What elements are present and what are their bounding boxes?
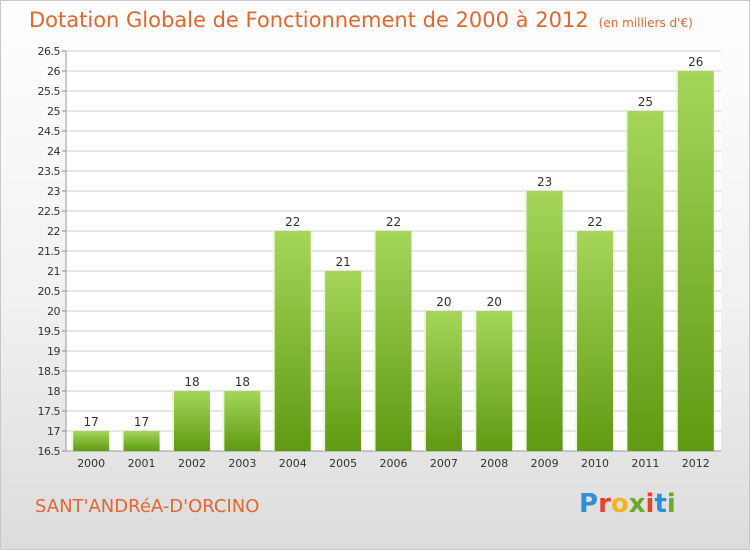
x-tick-label: 2011 bbox=[631, 457, 659, 470]
bar-highlight bbox=[423, 311, 426, 451]
bar bbox=[375, 231, 412, 451]
bar-value-label: 20 bbox=[436, 295, 451, 309]
bar-highlight bbox=[121, 431, 124, 451]
bar-highlight bbox=[625, 111, 628, 451]
x-tick-label: 2008 bbox=[480, 457, 508, 470]
bar bbox=[677, 71, 714, 451]
y-tick-label: 23.5 bbox=[38, 165, 61, 178]
y-tick-label: 26.5 bbox=[38, 45, 61, 58]
y-tick-label: 22.5 bbox=[38, 205, 61, 218]
bar bbox=[627, 111, 664, 451]
y-tick-label: 19 bbox=[47, 345, 60, 358]
bar-value-label: 23 bbox=[537, 175, 552, 189]
x-tick-label: 2000 bbox=[77, 457, 105, 470]
y-tick-label: 16.5 bbox=[38, 445, 61, 458]
logo-letter: t bbox=[654, 489, 667, 519]
bar-highlight bbox=[272, 231, 275, 451]
y-tick-label: 21.5 bbox=[38, 245, 61, 258]
bar-highlight bbox=[222, 391, 225, 451]
x-tick-label: 2007 bbox=[430, 457, 458, 470]
bar bbox=[274, 231, 311, 451]
y-tick-label: 17.5 bbox=[38, 405, 61, 418]
bar-value-label: 25 bbox=[638, 95, 653, 109]
x-tick-label: 2003 bbox=[228, 457, 256, 470]
logo-letter: x bbox=[628, 489, 646, 519]
bar bbox=[123, 431, 160, 451]
bar-value-label: 20 bbox=[487, 295, 502, 309]
logo-letter: o bbox=[610, 489, 629, 519]
logo-letter: r bbox=[598, 489, 611, 519]
x-tick-label: 2002 bbox=[178, 457, 206, 470]
bar-highlight bbox=[474, 311, 477, 451]
x-tick-label: 2010 bbox=[581, 457, 609, 470]
y-tick-label: 26 bbox=[47, 65, 60, 78]
bar-value-label: 22 bbox=[386, 215, 401, 229]
x-tick-label: 2001 bbox=[128, 457, 156, 470]
bar-highlight bbox=[373, 231, 376, 451]
bar-value-label: 17 bbox=[134, 415, 149, 429]
y-tick-label: 18 bbox=[47, 385, 60, 398]
chart-title: Dotation Globale de Fonctionnement de 20… bbox=[29, 8, 693, 32]
logo-letter: i bbox=[645, 489, 655, 519]
title-text: Dotation Globale de Fonctionnement de 20… bbox=[29, 8, 589, 32]
logo-letter: P bbox=[579, 489, 599, 519]
bar-value-label: 17 bbox=[84, 415, 99, 429]
bar-value-label: 21 bbox=[335, 255, 350, 269]
bar bbox=[173, 391, 210, 451]
y-tick-label: 17 bbox=[47, 425, 60, 438]
bar-value-label: 18 bbox=[235, 375, 250, 389]
proxiti-logo: Proxiti bbox=[579, 489, 676, 519]
bar bbox=[476, 311, 513, 451]
y-tick-label: 24.5 bbox=[38, 125, 61, 138]
bar-highlight bbox=[171, 391, 174, 451]
bar-value-label: 22 bbox=[587, 215, 602, 229]
y-tick-label: 24 bbox=[47, 145, 60, 158]
bar-highlight bbox=[323, 271, 326, 451]
y-tick-label: 23 bbox=[47, 185, 60, 198]
bar bbox=[224, 391, 261, 451]
x-tick-label: 2006 bbox=[380, 457, 408, 470]
bar bbox=[325, 271, 362, 451]
y-tick-label: 20.5 bbox=[38, 285, 61, 298]
commune-name: SANT'ANDRéA-D'ORCINO bbox=[35, 496, 260, 517]
bar-value-label: 18 bbox=[184, 375, 199, 389]
x-tick-label: 2005 bbox=[329, 457, 357, 470]
bar-value-label: 22 bbox=[285, 215, 300, 229]
bar-highlight bbox=[524, 191, 527, 451]
y-tick-label: 20 bbox=[47, 305, 60, 318]
x-tick-label: 2004 bbox=[279, 457, 307, 470]
bar-value-label: 26 bbox=[688, 55, 703, 69]
x-tick-label: 2009 bbox=[531, 457, 559, 470]
y-tick-label: 19.5 bbox=[38, 325, 61, 338]
title-unit: (en milliers d'€) bbox=[598, 16, 693, 30]
x-tick-label: 2012 bbox=[682, 457, 710, 470]
y-tick-label: 21 bbox=[47, 265, 60, 278]
bar-highlight bbox=[575, 231, 578, 451]
bar bbox=[73, 431, 110, 451]
y-tick-label: 25.5 bbox=[38, 85, 61, 98]
logo-letter: i bbox=[666, 489, 676, 519]
bar-highlight bbox=[675, 71, 678, 451]
y-tick-label: 22 bbox=[47, 225, 60, 238]
bar-highlight bbox=[71, 431, 74, 451]
y-tick-label: 18.5 bbox=[38, 365, 61, 378]
bar bbox=[577, 231, 614, 451]
bar bbox=[425, 311, 462, 451]
y-tick-label: 25 bbox=[47, 105, 60, 118]
bar bbox=[526, 191, 563, 451]
